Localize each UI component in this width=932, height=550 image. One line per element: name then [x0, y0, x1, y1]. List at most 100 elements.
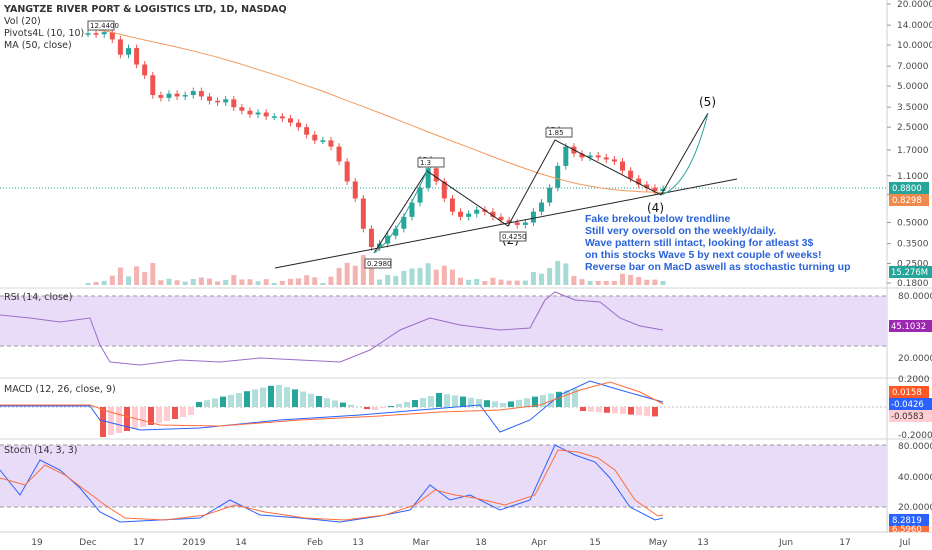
pivot-tag-text: 12.4400	[90, 22, 119, 30]
volume-bar	[198, 277, 204, 285]
candle-down	[506, 220, 512, 223]
macd-hist-bar	[372, 407, 378, 410]
macd-hist-bar	[540, 395, 546, 407]
candle-down	[352, 181, 358, 199]
volume-bar	[271, 283, 277, 285]
macd-hist-bar	[412, 400, 418, 407]
ma-label[interactable]: MA (50, close)	[4, 40, 72, 51]
candle-down	[150, 75, 156, 96]
pivots-label[interactable]: Pivots4L (10, 10)	[4, 28, 84, 39]
volume-bar	[142, 272, 148, 285]
annotation-line-3: Wave pattern still intact, looking for a…	[585, 237, 813, 249]
volume-bar	[433, 269, 439, 285]
volume-bar	[166, 278, 172, 285]
candle-down	[368, 228, 374, 248]
time-axis[interactable]: 19 Dec 17 2019 14 Feb 13 Mar 18 Apr 15 May 13 Jun 17 Ju…	[31, 538, 910, 548]
macd-hist-bar	[444, 394, 450, 407]
candle-down	[239, 107, 245, 111]
candle-down	[263, 112, 269, 117]
hist-value-tag	[889, 410, 932, 422]
volume-bar	[539, 273, 545, 285]
stoch-d-value: 6.5960	[892, 525, 922, 535]
current-price-tag	[889, 182, 929, 194]
macd-hist-bar	[244, 391, 250, 407]
volume-bar	[579, 279, 585, 285]
volume-bar	[263, 279, 269, 285]
volume-bar	[377, 279, 383, 285]
candle-down	[215, 100, 221, 103]
macd-hist-bar	[212, 398, 218, 407]
ma50-line	[87, 28, 664, 193]
macd-hist-bar	[340, 402, 346, 407]
macd-hist-bar	[652, 407, 658, 417]
pivot-tag-text: 0.2980	[367, 260, 392, 268]
macd-hist-bar	[500, 403, 506, 407]
candle-down	[296, 122, 302, 128]
annotation-line-5: Reverse bar on MacD aswell as stochastic…	[585, 261, 851, 273]
macd-hist-bar	[644, 407, 650, 416]
volume-bar	[660, 280, 666, 285]
volume-bar	[223, 279, 229, 285]
time-tick: Feb	[307, 538, 323, 548]
macd-hist-bar	[516, 399, 522, 407]
volume-bar	[490, 277, 496, 285]
volume-bar	[134, 266, 140, 285]
candle-up	[166, 93, 172, 98]
candle-down	[498, 216, 504, 221]
price-axis[interactable]: 20.0000 14.0000 10.0000 7.0000 5.0000 3.5000 2…	[887, 0, 932, 289]
volume-bar	[296, 278, 302, 285]
support-trendline[interactable]	[274, 178, 738, 269]
volume-bar	[215, 281, 221, 285]
macd-label[interactable]: MACD (12, 26, close, 9)	[4, 384, 116, 395]
macd-hist-bar	[284, 387, 290, 407]
stoch-d-tag	[889, 526, 929, 532]
price-tick: 7.0000	[897, 62, 929, 72]
volume-bar	[255, 281, 261, 285]
pivot-tag	[417, 157, 445, 168]
macd-hist-bar	[156, 407, 162, 423]
wave-label: (4)	[647, 201, 664, 215]
time-tick: Mar	[413, 538, 430, 548]
macd-hist-bar	[388, 406, 394, 407]
stoch-pane: Stoch (14, 3, 3) 80.0000 40.0000 20.0000…	[0, 442, 932, 535]
rsi-label[interactable]: RSI (14, close)	[4, 292, 72, 303]
volume-bar	[206, 278, 212, 285]
vol-label[interactable]: Vol (20)	[4, 16, 41, 27]
candle-down	[312, 134, 318, 141]
volume-bar	[595, 281, 601, 285]
volume-bar	[644, 279, 650, 285]
candle-up	[125, 48, 131, 55]
elliott-wave-path[interactable]	[373, 112, 709, 254]
volume-bar	[125, 276, 131, 285]
annotation[interactable]: Fake brekout below trendline Still very …	[585, 213, 851, 273]
volume-bar	[522, 280, 528, 285]
rsi-tick-80: 80.0000	[898, 292, 932, 302]
candle-down	[636, 178, 642, 185]
macd-hist-bar	[228, 394, 234, 407]
volume-bar	[425, 263, 431, 285]
macd-hist-bar	[476, 399, 482, 407]
volume-bar	[279, 280, 285, 285]
stoch-k-value: 8.2819	[892, 516, 922, 526]
volume-bar	[628, 274, 634, 285]
volume-bar	[401, 270, 407, 285]
price-tick: 1.1000	[897, 172, 929, 182]
volume-bar	[239, 279, 245, 285]
ma-value: 0.8298	[892, 196, 922, 206]
candle-down	[158, 95, 164, 98]
candle-up	[85, 33, 91, 35]
annotation-line-2: Still very oversold on the weekly/daily.	[585, 225, 776, 237]
volume-bar	[571, 275, 577, 285]
stoch-label[interactable]: Stoch (14, 3, 3)	[4, 445, 78, 456]
macd-hist-bar	[116, 407, 122, 433]
current-price-value: 0.8800	[892, 184, 922, 194]
volume-bar	[587, 281, 593, 285]
macd-hist-bar	[532, 396, 538, 407]
rsi-tick-20: 20.0000	[898, 354, 932, 364]
volume-bar	[360, 255, 366, 285]
candle-down	[231, 99, 237, 108]
time-tick: 15	[589, 538, 600, 548]
macd-hist-bar	[620, 407, 626, 414]
macd-hist-bar	[468, 397, 474, 407]
